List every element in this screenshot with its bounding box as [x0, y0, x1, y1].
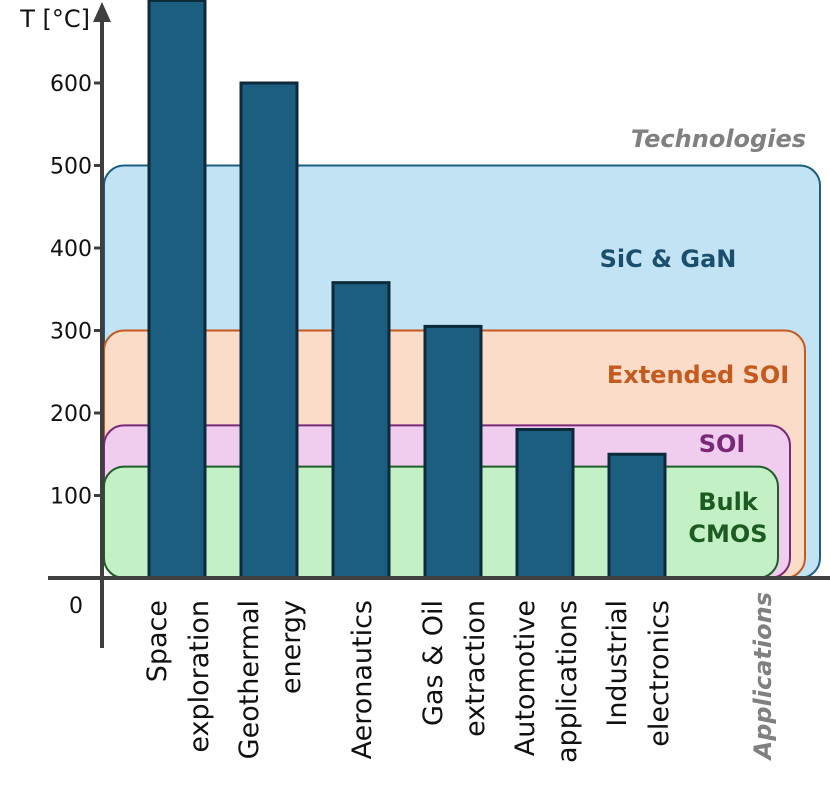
y-axis-title: T [°C] [19, 5, 90, 33]
y-tick-label-200: 200 [50, 402, 92, 427]
bar-industrial-electronics [607, 452, 667, 580]
applications-title: Applications [749, 592, 777, 761]
y-tick-label-500: 500 [50, 155, 92, 180]
x-tick-label-automotive-applications: Automotive applications [510, 600, 583, 763]
y-tick-label-100: 100 [50, 485, 92, 510]
bar-aeronautics [331, 281, 391, 580]
technologies-title: Technologies [631, 125, 806, 153]
axes [48, 2, 830, 648]
bars [147, 0, 667, 580]
tech-label-sic-gan: SiC & GaN [600, 245, 737, 273]
tech-label-bulk-cmos: Bulk CMOS [688, 488, 767, 548]
labels: SiC & GaN Extended SOI SOI Bulk CMOS Technolo… [19, 5, 806, 763]
bar-geothermal-energy [239, 81, 299, 580]
y-tick-label-400: 400 [50, 237, 92, 262]
x-tick-label-space-exploration: Space exploration [142, 600, 215, 753]
tech-label-extended-soi: Extended SOI [607, 361, 789, 389]
bar-gas-oil-extraction [423, 324, 483, 580]
bar-space-exploration [147, 0, 207, 580]
x-tick-label-industrial-electronics: Industrial electronics [602, 600, 675, 747]
x-tick-label-gas-oil-extraction: Gas & Oil extraction [418, 600, 491, 737]
tech-label-soi: SOI [699, 430, 746, 458]
y-tick-label-600: 600 [50, 72, 92, 97]
bar-automotive-applications [515, 428, 575, 580]
y-axis-arrow [93, 2, 111, 22]
y-tick-label-0: 0 [69, 594, 83, 619]
y-tick-label-300: 300 [50, 320, 92, 345]
x-tick-label-geothermal-energy: Geothermal energy [234, 600, 307, 759]
x-tick-label-aeronautics: Aeronautics [347, 600, 378, 759]
